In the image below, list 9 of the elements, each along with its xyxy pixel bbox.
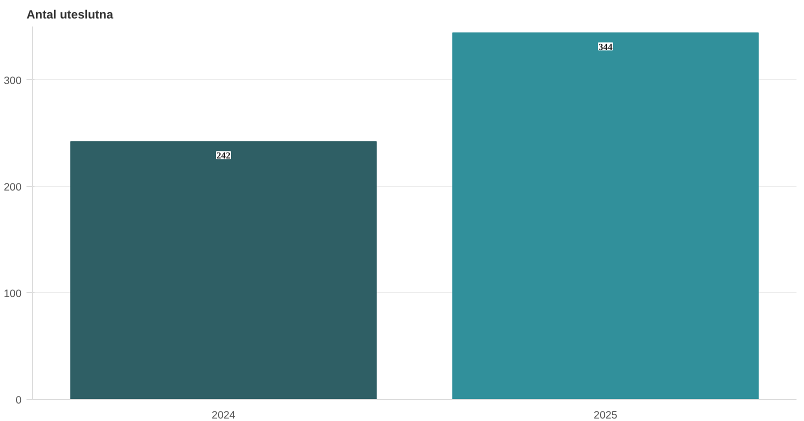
data-label: 344: [598, 42, 613, 53]
y-tick-label: 0: [16, 394, 22, 406]
y-tick-label: 100: [4, 288, 22, 300]
data-label: 242: [216, 152, 231, 162]
y-tick-label: 200: [4, 181, 22, 194]
y-axis-title: Antal uteslutna: [26, 8, 114, 22]
y-tick-label: 300: [4, 74, 22, 87]
x-tick-label: 2024: [212, 410, 236, 421]
x-tick-label: 2025: [594, 410, 618, 421]
